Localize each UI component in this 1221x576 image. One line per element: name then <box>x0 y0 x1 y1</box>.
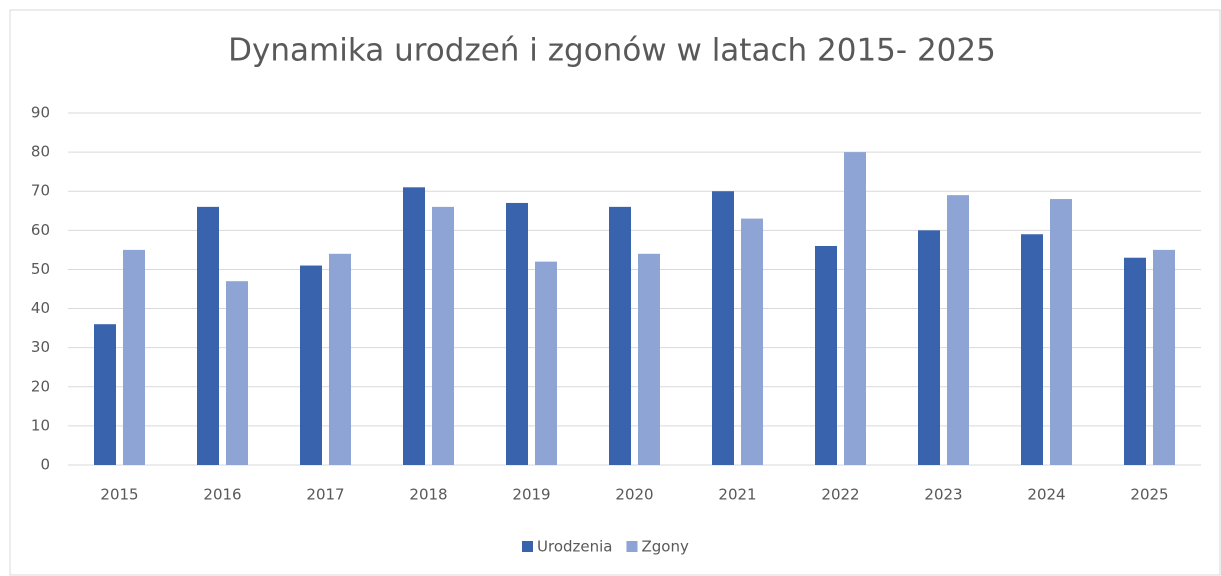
bar <box>226 281 248 465</box>
x-tick-label: 2016 <box>203 486 241 504</box>
x-tick-label: 2019 <box>512 486 550 504</box>
chart-title: Dynamika urodzeń i zgonów w latach 2015-… <box>228 33 996 69</box>
bar <box>1124 257 1146 465</box>
x-tick-label: 2022 <box>821 486 859 504</box>
y-tick-label: 50 <box>31 260 50 278</box>
bar <box>815 245 837 465</box>
x-tick-label: 2017 <box>306 486 344 504</box>
bar <box>844 152 866 465</box>
y-tick-label: 60 <box>31 221 50 239</box>
bar <box>638 253 660 465</box>
bar <box>918 230 940 465</box>
bar <box>609 206 631 465</box>
bar <box>741 218 763 465</box>
y-tick-label: 90 <box>31 104 50 122</box>
x-tick-label: 2020 <box>615 486 653 504</box>
bar <box>94 324 116 465</box>
bar <box>947 195 969 465</box>
x-tick-label: 2021 <box>718 486 756 504</box>
y-tick-label: 30 <box>31 338 50 356</box>
bar <box>432 206 454 465</box>
y-tick-label: 80 <box>31 143 50 161</box>
y-tick-label: 40 <box>31 299 50 317</box>
x-tick-label: 2015 <box>100 486 138 504</box>
bar <box>403 187 425 466</box>
bar <box>197 206 219 465</box>
bar <box>1021 234 1043 465</box>
bar <box>1050 199 1072 466</box>
x-tick-label: 2023 <box>924 486 962 504</box>
x-tick-label: 2024 <box>1027 486 1065 504</box>
legend-label: Urodzenia <box>537 538 612 556</box>
y-tick-label: 10 <box>31 416 50 434</box>
y-tick-label: 0 <box>40 456 50 474</box>
y-tick-label: 70 <box>31 182 50 200</box>
x-tick-label: 2025 <box>1130 486 1168 504</box>
y-tick-label: 20 <box>31 377 50 395</box>
bar <box>329 253 351 465</box>
bar <box>1153 249 1175 465</box>
bar <box>123 249 145 465</box>
bar <box>535 261 557 465</box>
bar <box>300 265 322 465</box>
x-tick-label: 2018 <box>409 486 447 504</box>
legend-swatch <box>626 541 638 552</box>
legend-label: Zgony <box>641 538 688 556</box>
legend-swatch <box>522 541 533 552</box>
bar <box>712 191 734 465</box>
bar <box>506 202 528 465</box>
